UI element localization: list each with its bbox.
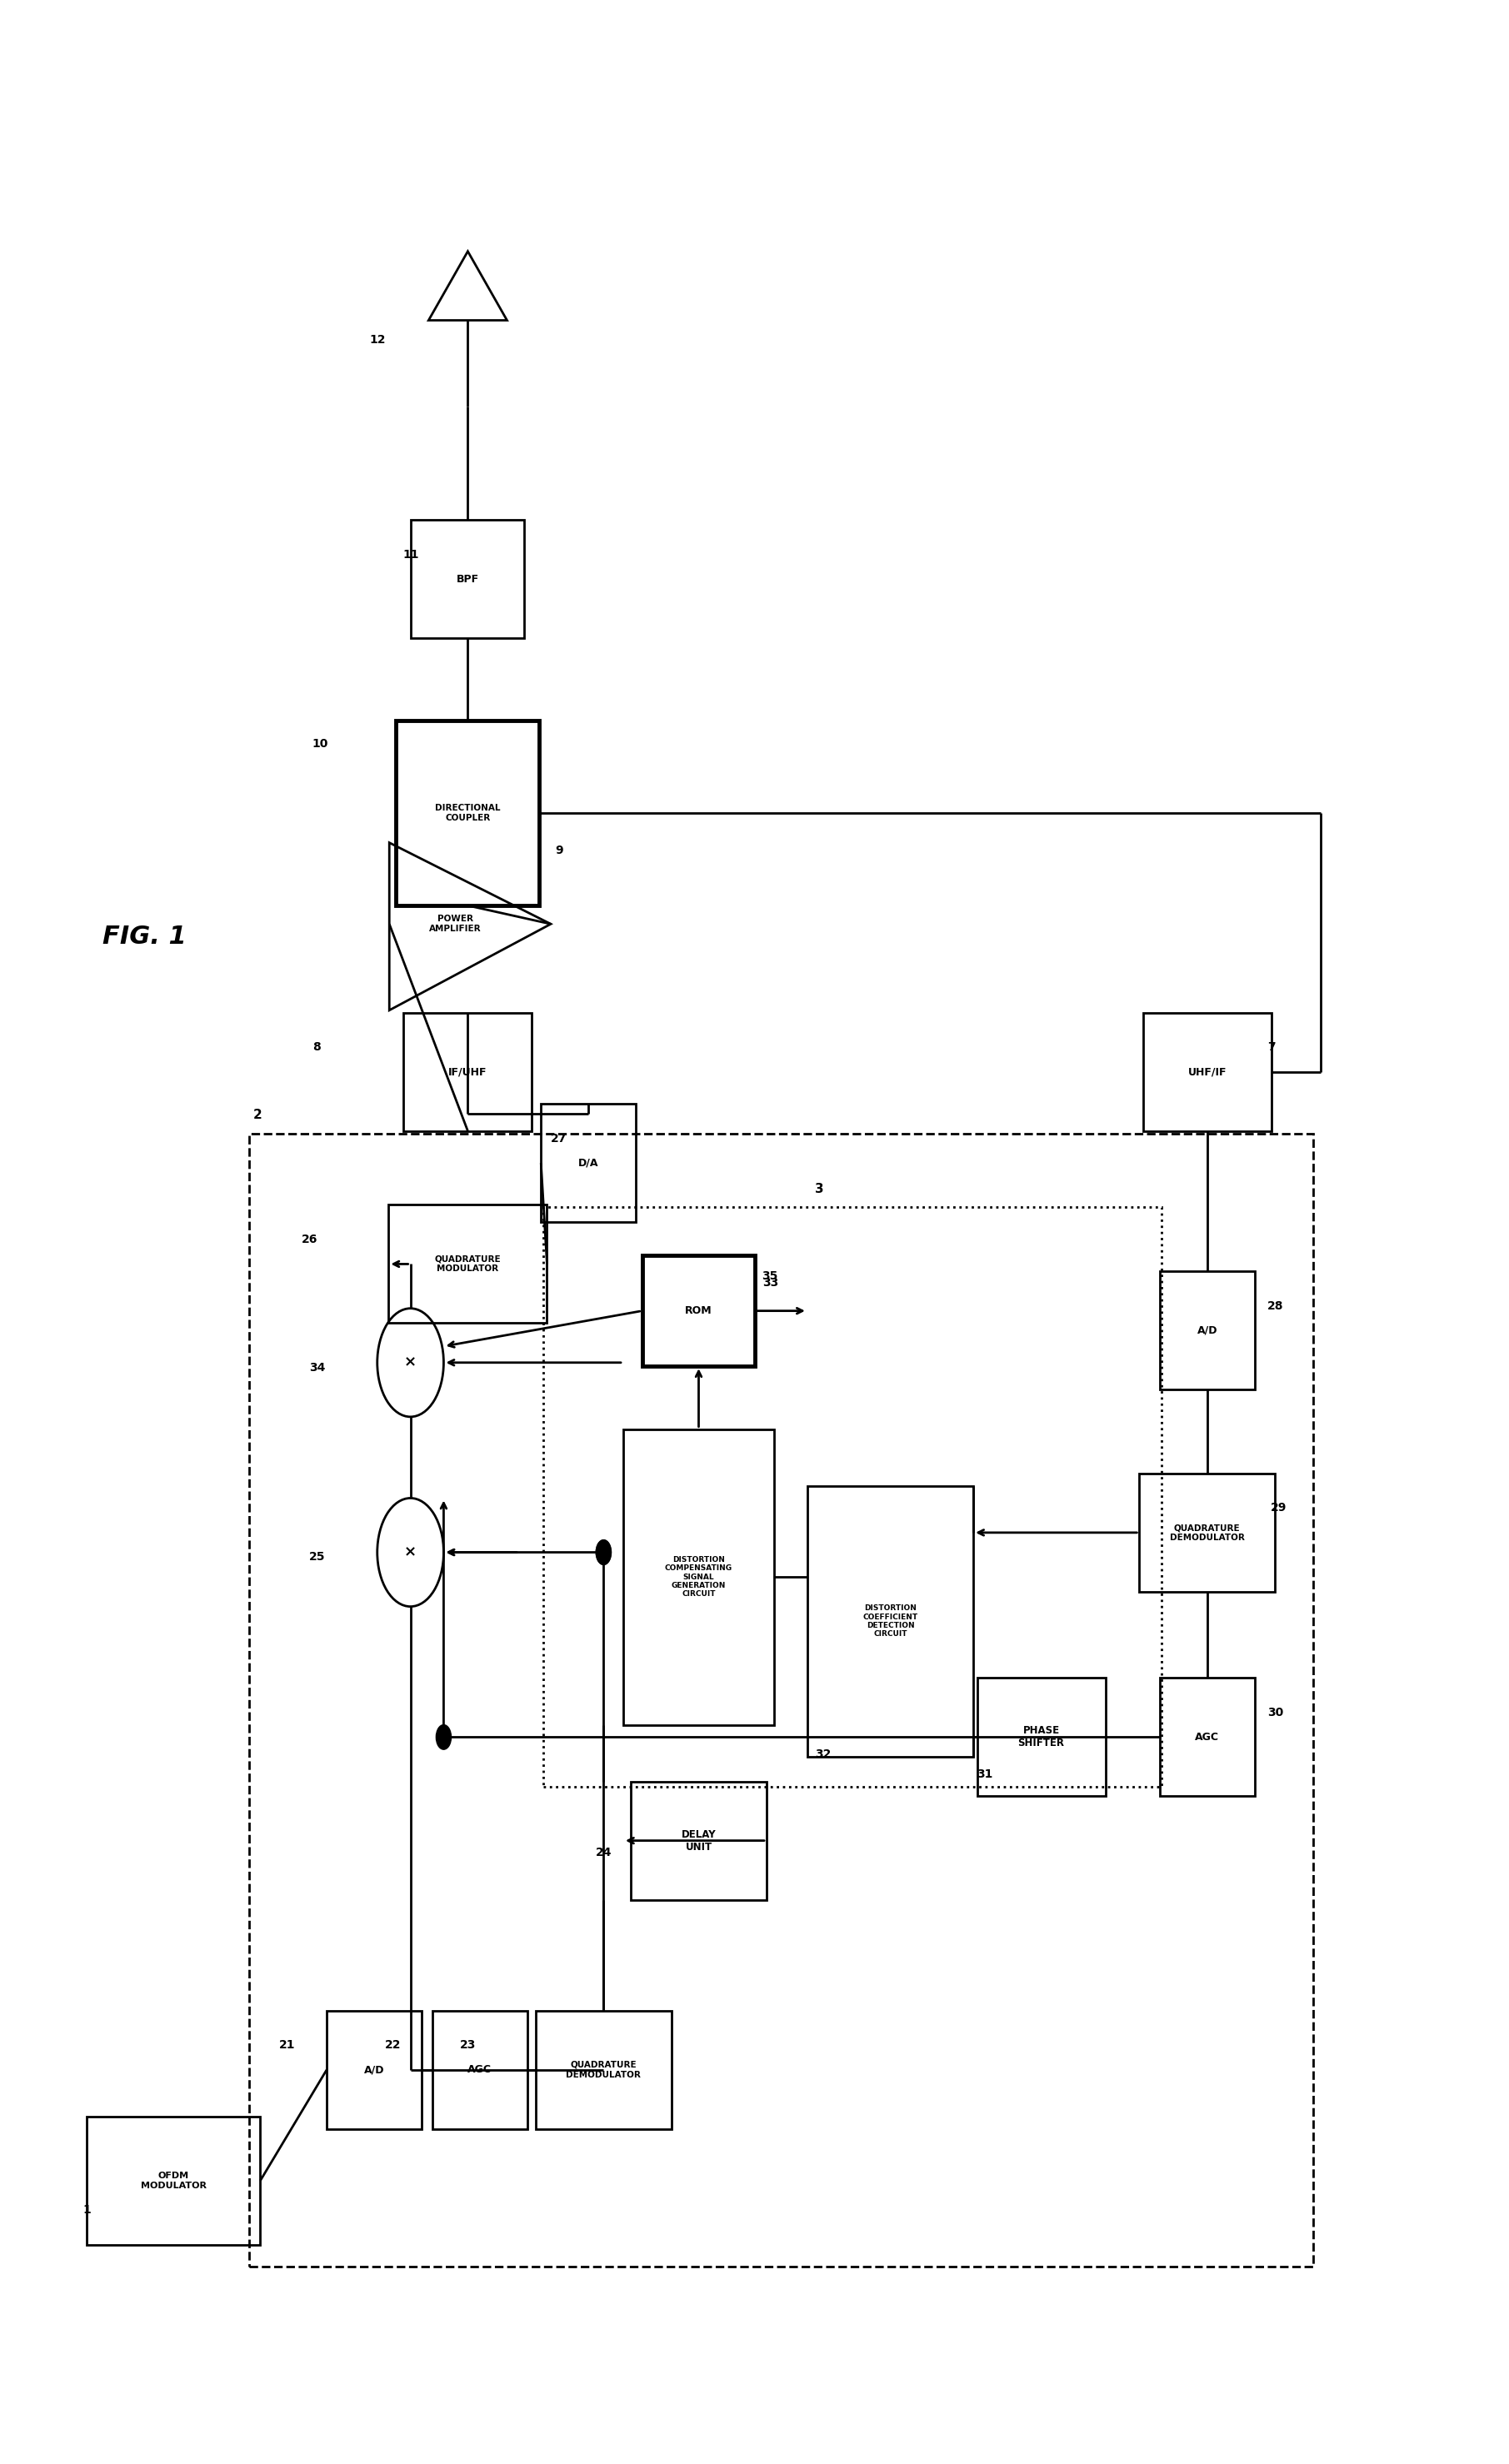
Text: 21: 21: [279, 2040, 296, 2050]
Text: 28: 28: [1268, 1301, 1284, 1311]
Text: OFDM
MODULATOR: OFDM MODULATOR: [140, 2171, 207, 2190]
Bar: [1160, 1271, 1255, 1390]
Text: 23: 23: [460, 2040, 477, 2050]
Text: A/D: A/D: [364, 2065, 385, 2075]
Text: AGC: AGC: [1195, 1732, 1219, 1742]
Bar: [807, 1486, 973, 1757]
Text: 2: 2: [254, 1109, 263, 1121]
Text: DISTORTION
COMPENSATING
SIGNAL
GENERATION
CIRCUIT: DISTORTION COMPENSATING SIGNAL GENERATIO…: [665, 1555, 732, 1599]
Bar: [643, 1257, 756, 1365]
Bar: [978, 1678, 1105, 1796]
Text: 25: 25: [309, 1552, 326, 1562]
Text: 7: 7: [1268, 1042, 1275, 1052]
Text: 31: 31: [976, 1769, 993, 1779]
Text: POWER
AMPLIFIER: POWER AMPLIFIER: [429, 914, 481, 934]
Text: DELAY
UNIT: DELAY UNIT: [682, 1828, 715, 1853]
Text: 12: 12: [370, 335, 386, 345]
Text: QUADRATURE
MODULATOR: QUADRATURE MODULATOR: [435, 1254, 501, 1274]
Text: DISTORTION
COEFFICIENT
DETECTION
CIRCUIT: DISTORTION COEFFICIENT DETECTION CIRCUIT: [863, 1604, 917, 1639]
Text: 26: 26: [302, 1234, 318, 1244]
Circle shape: [596, 1540, 611, 1565]
Bar: [433, 2011, 528, 2129]
Circle shape: [596, 1540, 611, 1565]
Bar: [1139, 1473, 1275, 1592]
Bar: [249, 1133, 1313, 2267]
Text: D/A: D/A: [578, 1158, 599, 1168]
Text: DIRECTIONAL
COUPLER: DIRECTIONAL COUPLER: [435, 803, 501, 823]
Text: FIG. 1: FIG. 1: [103, 924, 187, 949]
Bar: [1144, 1013, 1272, 1131]
Text: 9: 9: [555, 845, 563, 855]
Text: 35: 35: [762, 1271, 779, 1281]
Text: BPF: BPF: [457, 574, 478, 584]
Circle shape: [436, 1725, 451, 1749]
Bar: [327, 2011, 423, 2129]
Bar: [543, 1207, 1162, 1786]
Text: 22: 22: [385, 2040, 401, 2050]
Bar: [404, 1013, 533, 1131]
Bar: [623, 1429, 774, 1725]
Text: 24: 24: [596, 1848, 613, 1858]
Bar: [542, 1104, 637, 1222]
Text: 8: 8: [312, 1042, 320, 1052]
Text: 34: 34: [309, 1363, 326, 1372]
Bar: [88, 2117, 261, 2245]
Bar: [389, 1205, 546, 1323]
Text: 3: 3: [815, 1183, 824, 1195]
Bar: [412, 520, 525, 638]
Bar: [631, 1781, 767, 1900]
Text: 30: 30: [1268, 1708, 1284, 1717]
Bar: [397, 722, 540, 904]
Text: IF/UHF: IF/UHF: [448, 1067, 487, 1077]
Text: ROM: ROM: [685, 1306, 712, 1316]
Text: PHASE
SHIFTER: PHASE SHIFTER: [1019, 1725, 1064, 1749]
Text: QUADRATURE
DEMODULATOR: QUADRATURE DEMODULATOR: [1169, 1523, 1245, 1542]
Bar: [1160, 1678, 1255, 1796]
Text: ×: ×: [404, 1545, 416, 1560]
Text: 33: 33: [764, 1276, 779, 1289]
Bar: [536, 2011, 672, 2129]
Text: QUADRATURE
DEMODULATOR: QUADRATURE DEMODULATOR: [566, 2060, 641, 2080]
Text: 1: 1: [83, 2205, 91, 2215]
Text: UHF/IF: UHF/IF: [1188, 1067, 1227, 1077]
Text: AGC: AGC: [468, 2065, 492, 2075]
Text: 32: 32: [815, 1749, 831, 1759]
Text: A/D: A/D: [1197, 1326, 1218, 1335]
Text: 27: 27: [551, 1133, 567, 1143]
Text: 29: 29: [1271, 1503, 1287, 1513]
Text: 10: 10: [312, 739, 329, 749]
Text: 11: 11: [403, 549, 420, 559]
Text: ×: ×: [404, 1355, 416, 1370]
